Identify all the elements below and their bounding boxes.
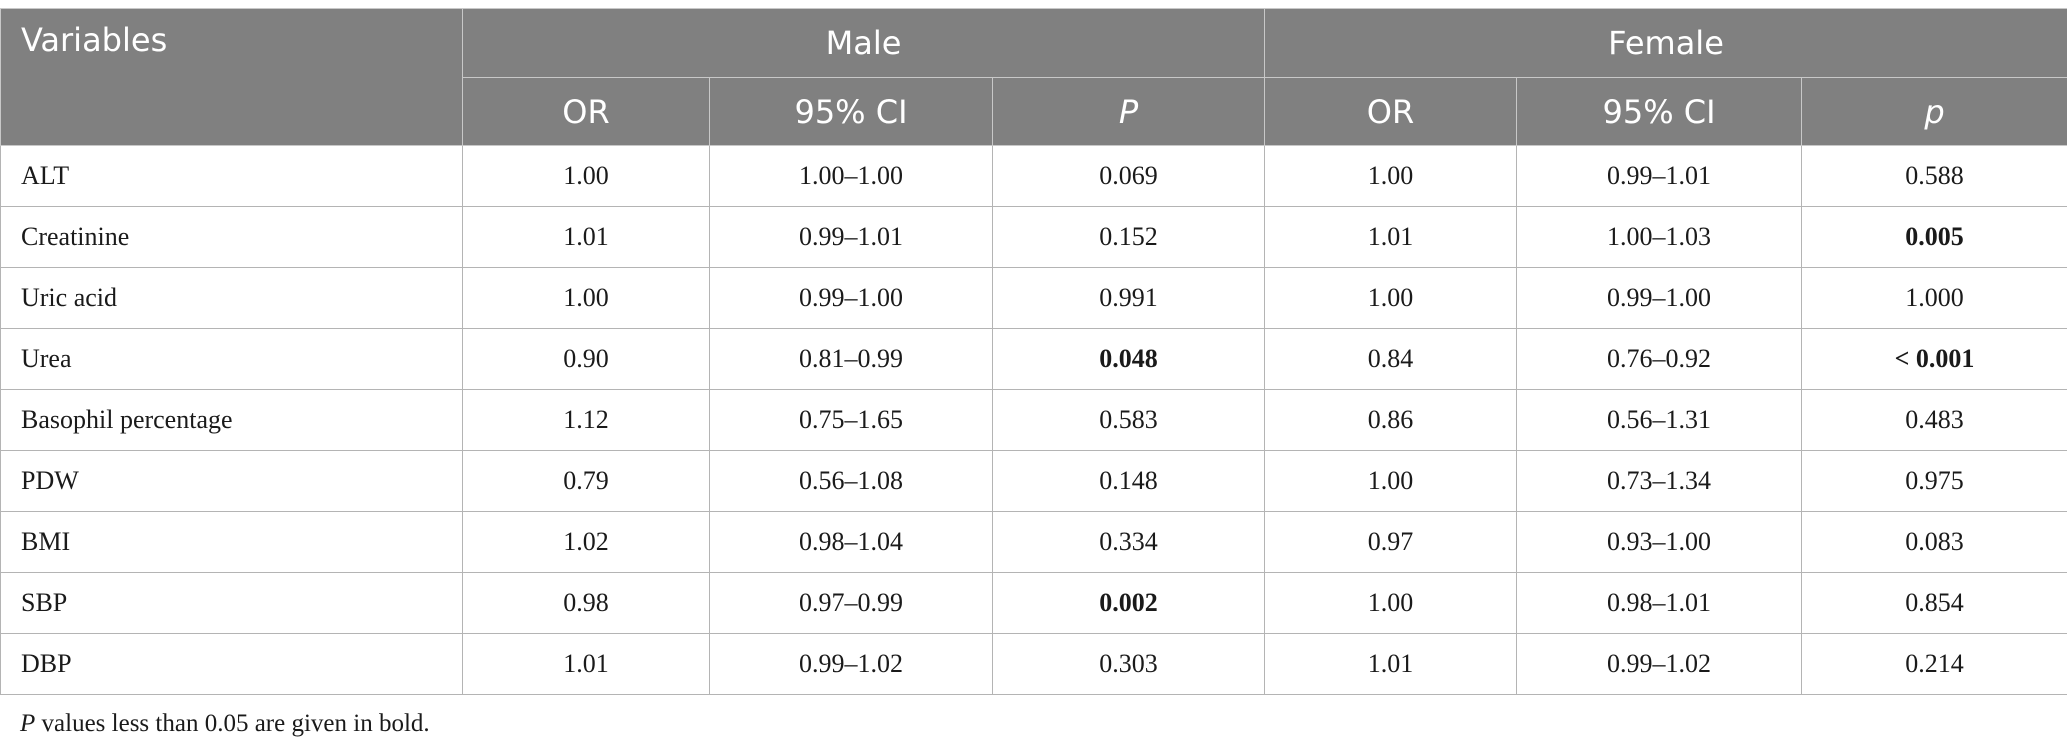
cell-male-ci: 0.99–1.01	[709, 206, 993, 268]
header-female-ci: 95% CI	[1516, 77, 1803, 146]
cell-variable: DBP	[0, 633, 463, 695]
cell-variable: Creatinine	[0, 206, 463, 268]
cell-male-p: 0.069	[991, 145, 1266, 207]
cell-female-ci: 0.99–1.01	[1516, 145, 1803, 207]
header-male-p: P	[991, 77, 1266, 146]
table-row: PDW 0.79 0.56–1.08 0.148 1.00 0.73–1.34 0.975	[0, 450, 2067, 512]
header-male: Male	[461, 8, 1266, 78]
cell-male-or: 1.02	[462, 511, 710, 573]
cell-variable: Uric acid	[0, 267, 463, 329]
cell-female-p: 0.483	[1801, 389, 2067, 451]
cell-male-ci: 0.81–0.99	[709, 328, 993, 390]
cell-female-ci: 0.76–0.92	[1516, 328, 1803, 390]
table-row: Basophil percentage 1.12 0.75–1.65 0.583 0.8…	[0, 389, 2067, 451]
header-female: Female	[1264, 8, 2067, 78]
cell-male-ci: 0.98–1.04	[709, 511, 993, 573]
cell-female-ci: 1.00–1.03	[1516, 206, 1803, 268]
cell-female-ci: 0.98–1.01	[1516, 572, 1803, 634]
header-male-or: OR	[462, 77, 710, 146]
cell-female-or: 1.00	[1264, 450, 1518, 512]
cell-female-or: 0.84	[1264, 328, 1518, 390]
cell-male-ci: 0.75–1.65	[709, 389, 993, 451]
table-row: BMI 1.02 0.98–1.04 0.334 0.97 0.93–1.00 0.083	[0, 511, 2067, 573]
table-row: ALT 1.00 1.00–1.00 0.069 1.00 0.99–1.01 0.588	[0, 145, 2067, 207]
cell-variable: BMI	[0, 511, 463, 573]
cell-male-p: 0.583	[991, 389, 1266, 451]
cell-male-or: 0.90	[462, 328, 710, 390]
cell-female-ci: 0.99–1.00	[1516, 267, 1803, 329]
cell-male-ci: 0.99–1.00	[709, 267, 993, 329]
header-variables: Variables	[0, 8, 463, 146]
cell-female-ci: 0.93–1.00	[1516, 511, 1803, 573]
odds-ratio-table: Variables Male Female OR 95% CI P OR 95%…	[0, 8, 2067, 695]
cell-female-p: < 0.001	[1801, 328, 2067, 390]
cell-male-ci: 0.56–1.08	[709, 450, 993, 512]
cell-male-p: 0.148	[991, 450, 1266, 512]
cell-female-or: 0.86	[1264, 389, 1518, 451]
cell-male-ci: 0.99–1.02	[709, 633, 993, 695]
cell-male-p: 0.002	[991, 572, 1266, 634]
table-row: SBP 0.98 0.97–0.99 0.002 1.00 0.98–1.01 0.854	[0, 572, 2067, 634]
table-row: Uric acid 1.00 0.99–1.00 0.991 1.00 0.99–1.00…	[0, 267, 2067, 329]
cell-variable: Basophil percentage	[0, 389, 463, 451]
header-row-stats: OR 95% CI P OR 95% CI p	[1, 77, 2067, 146]
table-footnote: P values less than 0.05 are given in bol…	[20, 710, 430, 738]
table-row: Creatinine 1.01 0.99–1.01 0.152 1.01 1.00–1.0…	[0, 206, 2067, 268]
odds-ratio-table-container: Variables Male Female OR 95% CI P OR 95%…	[0, 8, 2067, 695]
cell-female-or: 1.00	[1264, 145, 1518, 207]
footnote-text: values less than 0.05 are given in bold.	[35, 710, 430, 737]
cell-variable: ALT	[0, 145, 463, 207]
cell-male-ci: 0.97–0.99	[709, 572, 993, 634]
cell-male-or: 1.01	[462, 633, 710, 695]
cell-male-or: 1.12	[462, 389, 710, 451]
cell-female-or: 1.00	[1264, 572, 1518, 634]
cell-female-p: 1.000	[1801, 267, 2067, 329]
cell-male-or: 1.00	[462, 267, 710, 329]
cell-male-ci: 1.00–1.00	[709, 145, 993, 207]
cell-male-p: 0.991	[991, 267, 1266, 329]
cell-male-or: 1.00	[462, 145, 710, 207]
cell-female-p: 0.005	[1801, 206, 2067, 268]
cell-female-p: 0.854	[1801, 572, 2067, 634]
header-female-p: p	[1801, 77, 2067, 146]
cell-female-or: 0.97	[1264, 511, 1518, 573]
header-male-ci: 95% CI	[709, 77, 993, 146]
cell-male-p: 0.334	[991, 511, 1266, 573]
cell-female-ci: 0.56–1.31	[1516, 389, 1803, 451]
cell-female-or: 1.00	[1264, 267, 1518, 329]
cell-female-or: 1.01	[1264, 206, 1518, 268]
cell-male-p: 0.152	[991, 206, 1266, 268]
cell-male-or: 1.01	[462, 206, 710, 268]
table-body: ALT 1.00 1.00–1.00 0.069 1.00 0.99–1.01 0.588 C…	[0, 145, 2067, 695]
cell-female-ci: 0.73–1.34	[1516, 450, 1803, 512]
cell-female-p: 0.588	[1801, 145, 2067, 207]
cell-female-or: 1.01	[1264, 633, 1518, 695]
cell-female-p: 0.975	[1801, 450, 2067, 512]
cell-female-p: 0.083	[1801, 511, 2067, 573]
table-header: Variables Male Female OR 95% CI P OR 95%…	[0, 8, 2067, 146]
cell-male-p: 0.048	[991, 328, 1266, 390]
cell-variable: Urea	[0, 328, 463, 390]
header-female-or: OR	[1264, 77, 1518, 146]
cell-female-ci: 0.99–1.02	[1516, 633, 1803, 695]
table-row: Urea 0.90 0.81–0.99 0.048 0.84 0.76–0.92 < 0.0…	[0, 328, 2067, 390]
header-row-groups: Variables Male Female	[0, 8, 2067, 146]
table-row: DBP 1.01 0.99–1.02 0.303 1.01 0.99–1.02 0.214	[0, 633, 2067, 695]
cell-male-or: 0.79	[462, 450, 710, 512]
cell-female-p: 0.214	[1801, 633, 2067, 695]
cell-variable: SBP	[0, 572, 463, 634]
cell-male-or: 0.98	[462, 572, 710, 634]
cell-male-p: 0.303	[991, 633, 1266, 695]
cell-variable: PDW	[0, 450, 463, 512]
footnote-p-symbol: P	[20, 710, 36, 737]
